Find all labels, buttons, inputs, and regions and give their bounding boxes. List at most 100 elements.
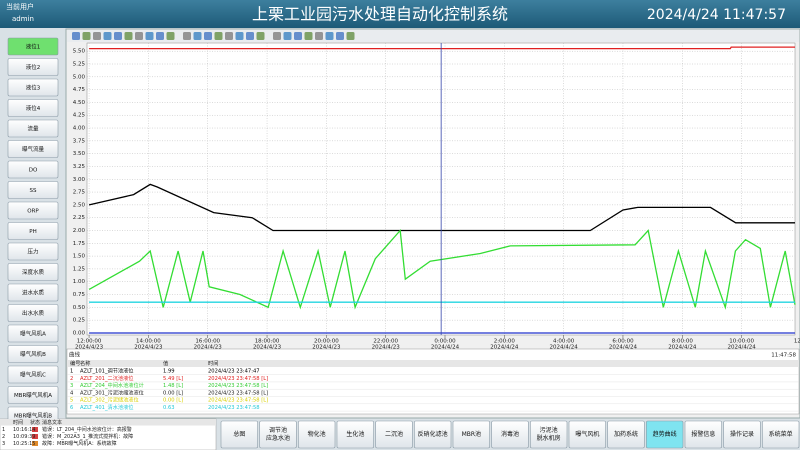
sidebar-button[interactable]: MBR曝气风机A xyxy=(7,386,59,404)
button-face[interactable] xyxy=(7,304,59,322)
button-label[interactable]: 操作记录 xyxy=(730,430,754,438)
button-face[interactable] xyxy=(7,263,59,281)
button-label[interactable]: 液位1 xyxy=(26,43,41,51)
button-face[interactable] xyxy=(7,37,59,56)
button-face[interactable] xyxy=(530,420,568,449)
button-label[interactable]: 物化池 xyxy=(308,430,326,438)
button-label[interactable]: 曝气风机B xyxy=(20,350,46,358)
tool-icon[interactable] xyxy=(114,32,122,40)
button-label[interactable]: ORP xyxy=(27,209,39,215)
tool-icon[interactable] xyxy=(135,32,143,40)
button-label[interactable]: 液位4 xyxy=(26,104,41,112)
tool-icon[interactable] xyxy=(294,32,302,40)
button-label[interactable]: 曝气风机 xyxy=(575,430,599,438)
button-face[interactable] xyxy=(7,242,59,261)
sidebar-button[interactable]: 进水水质 xyxy=(7,283,59,302)
button-label[interactable]: 调节池 xyxy=(269,426,287,434)
button-label[interactable]: 总图 xyxy=(233,430,245,438)
nav-button[interactable]: MBR池 xyxy=(452,420,490,449)
sidebar-button[interactable]: 液位1 xyxy=(7,37,59,56)
button-label[interactable]: 消毒池 xyxy=(501,430,519,438)
tool-icon[interactable] xyxy=(72,32,80,40)
tool-icon[interactable] xyxy=(204,32,212,40)
nav-button[interactable]: 生化池 xyxy=(336,420,374,449)
button-face[interactable] xyxy=(762,420,800,449)
tool-icon[interactable] xyxy=(103,32,112,40)
sidebar-button[interactable]: 流量 xyxy=(7,119,59,138)
button-label[interactable]: 出水水质 xyxy=(22,309,45,317)
button-label[interactable]: 压力 xyxy=(27,248,38,256)
button-label[interactable]: 曝气风机A xyxy=(20,330,46,338)
sidebar-button[interactable]: 曝气风机A xyxy=(7,324,59,343)
button-face[interactable] xyxy=(7,222,59,240)
tool-icon[interactable] xyxy=(193,32,202,40)
button-label[interactable]: MBR曝气风机B xyxy=(14,412,52,420)
button-face[interactable] xyxy=(491,420,529,449)
button-label[interactable]: PH xyxy=(29,229,36,235)
sidebar-button[interactable]: 曝气风机C xyxy=(7,365,59,384)
tool-icon[interactable] xyxy=(214,32,223,40)
tool-icon[interactable] xyxy=(256,32,265,40)
tool-icon[interactable] xyxy=(304,32,313,40)
button-face[interactable] xyxy=(298,420,336,449)
button-face[interactable] xyxy=(414,420,452,449)
tool-icon[interactable] xyxy=(283,32,292,40)
button-label[interactable]: 报警信息 xyxy=(691,430,715,438)
button-label[interactable]: 二沉池 xyxy=(385,430,403,438)
button-label[interactable]: 脱水机房 xyxy=(537,434,561,442)
button-label[interactable]: 进水水质 xyxy=(22,289,45,297)
tool-icon[interactable] xyxy=(225,32,233,40)
button-face[interactable] xyxy=(684,420,722,449)
button-face[interactable] xyxy=(7,324,59,343)
sidebar-button[interactable]: ORP xyxy=(7,201,59,220)
button-face[interactable] xyxy=(259,420,297,449)
button-face[interactable] xyxy=(452,420,490,449)
nav-button[interactable]: 消毒池 xyxy=(491,420,529,449)
button-face[interactable] xyxy=(220,420,258,449)
button-label[interactable]: 反硝化滤池 xyxy=(418,430,448,438)
nav-button[interactable]: 反硝化滤池 xyxy=(414,420,452,449)
button-label[interactable]: MBR曝气风机A xyxy=(14,391,52,399)
button-face[interactable] xyxy=(646,420,684,449)
button-face[interactable] xyxy=(7,140,59,158)
button-label[interactable]: 生化池 xyxy=(346,430,364,438)
button-face[interactable] xyxy=(7,345,59,363)
sidebar-button[interactable]: 压力 xyxy=(7,242,59,261)
sidebar-button[interactable]: PH xyxy=(7,222,59,240)
button-label[interactable]: MBR池 xyxy=(462,430,481,438)
tool-icon[interactable] xyxy=(156,32,164,40)
button-face[interactable] xyxy=(568,420,606,449)
sidebar-button[interactable]: 液位3 xyxy=(7,78,59,97)
nav-button[interactable]: 曝气风机 xyxy=(568,420,606,449)
button-face[interactable] xyxy=(723,420,761,449)
button-face[interactable] xyxy=(7,365,59,384)
sidebar-button[interactable]: 液位4 xyxy=(7,99,59,117)
nav-button[interactable]: 系统菜单 xyxy=(762,420,800,449)
nav-button[interactable]: 物化池 xyxy=(298,420,336,449)
tool-icon[interactable] xyxy=(336,32,344,40)
sidebar-button[interactable]: DO xyxy=(7,160,59,179)
button-label[interactable]: 加药系统 xyxy=(614,430,638,438)
tool-icon[interactable] xyxy=(235,32,244,40)
button-face[interactable] xyxy=(7,386,59,404)
tool-icon[interactable] xyxy=(166,32,175,40)
button-face[interactable] xyxy=(7,283,59,302)
tool-icon[interactable] xyxy=(273,32,281,40)
tool-icon[interactable] xyxy=(82,32,91,40)
button-label[interactable]: SS xyxy=(30,188,37,194)
button-label[interactable]: 液位2 xyxy=(26,63,41,71)
tool-icon[interactable] xyxy=(315,32,323,40)
button-face[interactable] xyxy=(336,420,374,449)
tool-icon[interactable] xyxy=(246,32,254,40)
sidebar-button[interactable]: 曝气风机B xyxy=(7,345,59,363)
sidebar-button[interactable]: 曝气流量 xyxy=(7,140,59,158)
button-face[interactable] xyxy=(7,160,59,179)
button-label[interactable]: 趋势曲线 xyxy=(653,430,677,438)
nav-button[interactable]: 加药系统 xyxy=(607,420,645,449)
button-face[interactable] xyxy=(7,201,59,220)
nav-button[interactable]: 报警信息 xyxy=(684,420,722,449)
sidebar-button[interactable]: 出水水质 xyxy=(7,304,59,322)
nav-button[interactable]: 操作记录 xyxy=(723,420,761,449)
button-face[interactable] xyxy=(7,181,59,199)
